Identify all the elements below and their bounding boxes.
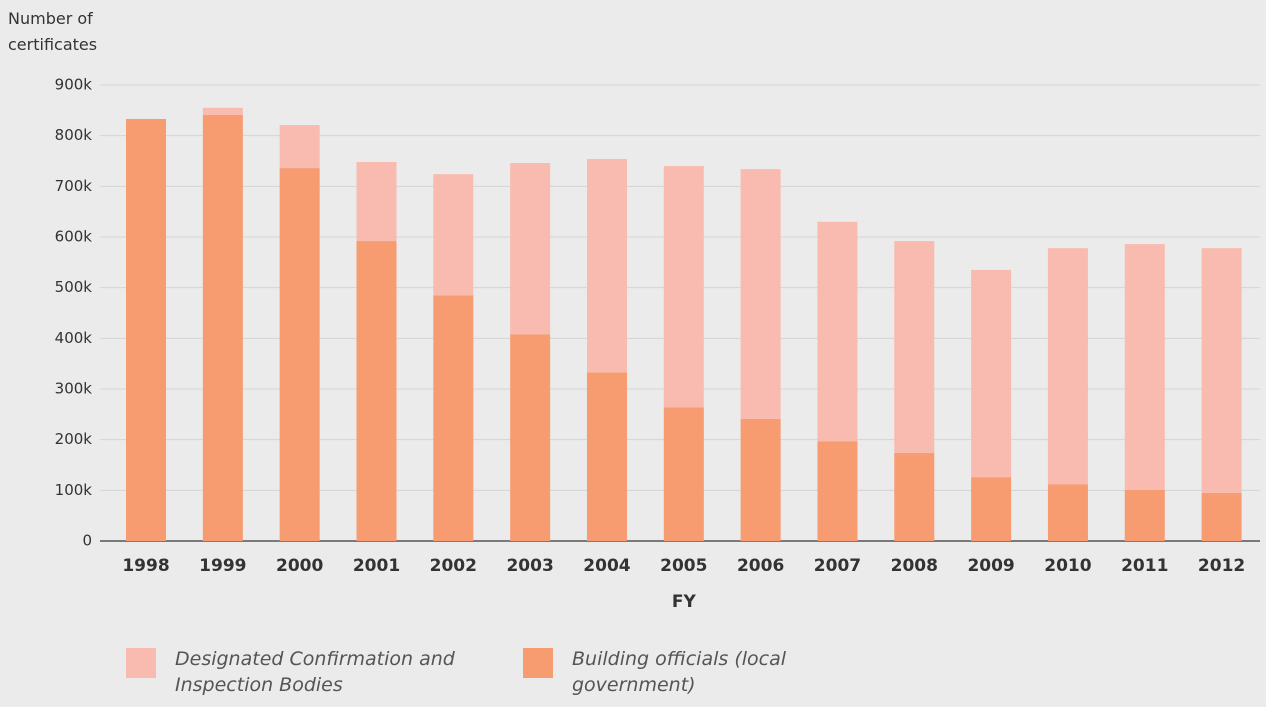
x-tick-label: 2009 [967,556,1014,576]
bar-segment [279,168,320,542]
bar-segment [1047,484,1088,541]
x-tick-label: 2001 [353,556,400,576]
x-tick-label: 2011 [1121,556,1168,576]
x-tick-label: 2012 [1198,556,1245,576]
x-tick-label: 2008 [891,556,938,576]
bar-segment [817,221,858,442]
bar-segment [126,118,167,542]
bar-segment [356,241,397,541]
x-axis-title: FY [672,592,697,612]
bar-segment [1201,492,1242,541]
y-tick-label: 300k [55,380,93,398]
x-tick-label: 2010 [1044,556,1091,576]
legend-label: Building officials (local government) [572,648,787,696]
x-tick-label: 2003 [506,556,553,576]
bar-segment [433,174,474,296]
bar-segment [663,166,704,408]
y-tick-label: 500k [55,278,93,296]
bar-segment [1201,248,1242,493]
legend-item: Designated Confirmation and Inspection B… [126,646,485,698]
bar-segment [586,372,627,541]
y-tick-label: 0 [82,532,92,550]
y-tick-label: 900k [55,76,93,94]
bar-segment [1124,244,1165,490]
y-tick-label: 100k [55,481,93,499]
legend-swatch [126,648,156,678]
bar-segment [817,441,858,541]
y-tick-label: 200k [55,430,93,448]
x-tick-label: 2005 [660,556,707,576]
bar-segment [510,163,551,335]
legend-label: Designated Confirmation and Inspection B… [175,648,455,696]
legend-item: Building officials (local government) [523,646,832,698]
bar-segment [971,269,1012,478]
bar-segment [1047,248,1088,485]
bar-segment [1124,489,1165,541]
bar-segment [202,107,243,115]
legend-swatch [523,648,553,678]
bar-segment [740,169,781,419]
x-tick-label: 2006 [737,556,784,576]
y-tick-label: 800k [55,126,93,144]
bar-segment [663,407,704,541]
y-tick-label: 700k [55,177,93,195]
x-tick-label: 1999 [199,556,246,576]
y-axis-title: Number of certificates [8,9,98,54]
bar-segment [433,295,474,541]
bar-segment [740,418,781,541]
x-tick-label: 2004 [583,556,630,576]
x-tick-label: 2007 [814,556,861,576]
bar-segment [202,114,243,541]
bar-segment [279,125,320,169]
bar-segment [356,162,397,242]
bar-segment [510,334,551,541]
bar-segment [894,452,935,541]
bar-segment [894,241,935,453]
x-tick-label: 1998 [122,556,169,576]
y-tick-label: 400k [55,329,93,347]
bar-segment [586,158,627,373]
x-tick-label: 2002 [430,556,477,576]
y-tick-label: 600k [55,228,93,246]
bar-segment [971,477,1012,541]
x-tick-label: 2000 [276,556,323,576]
